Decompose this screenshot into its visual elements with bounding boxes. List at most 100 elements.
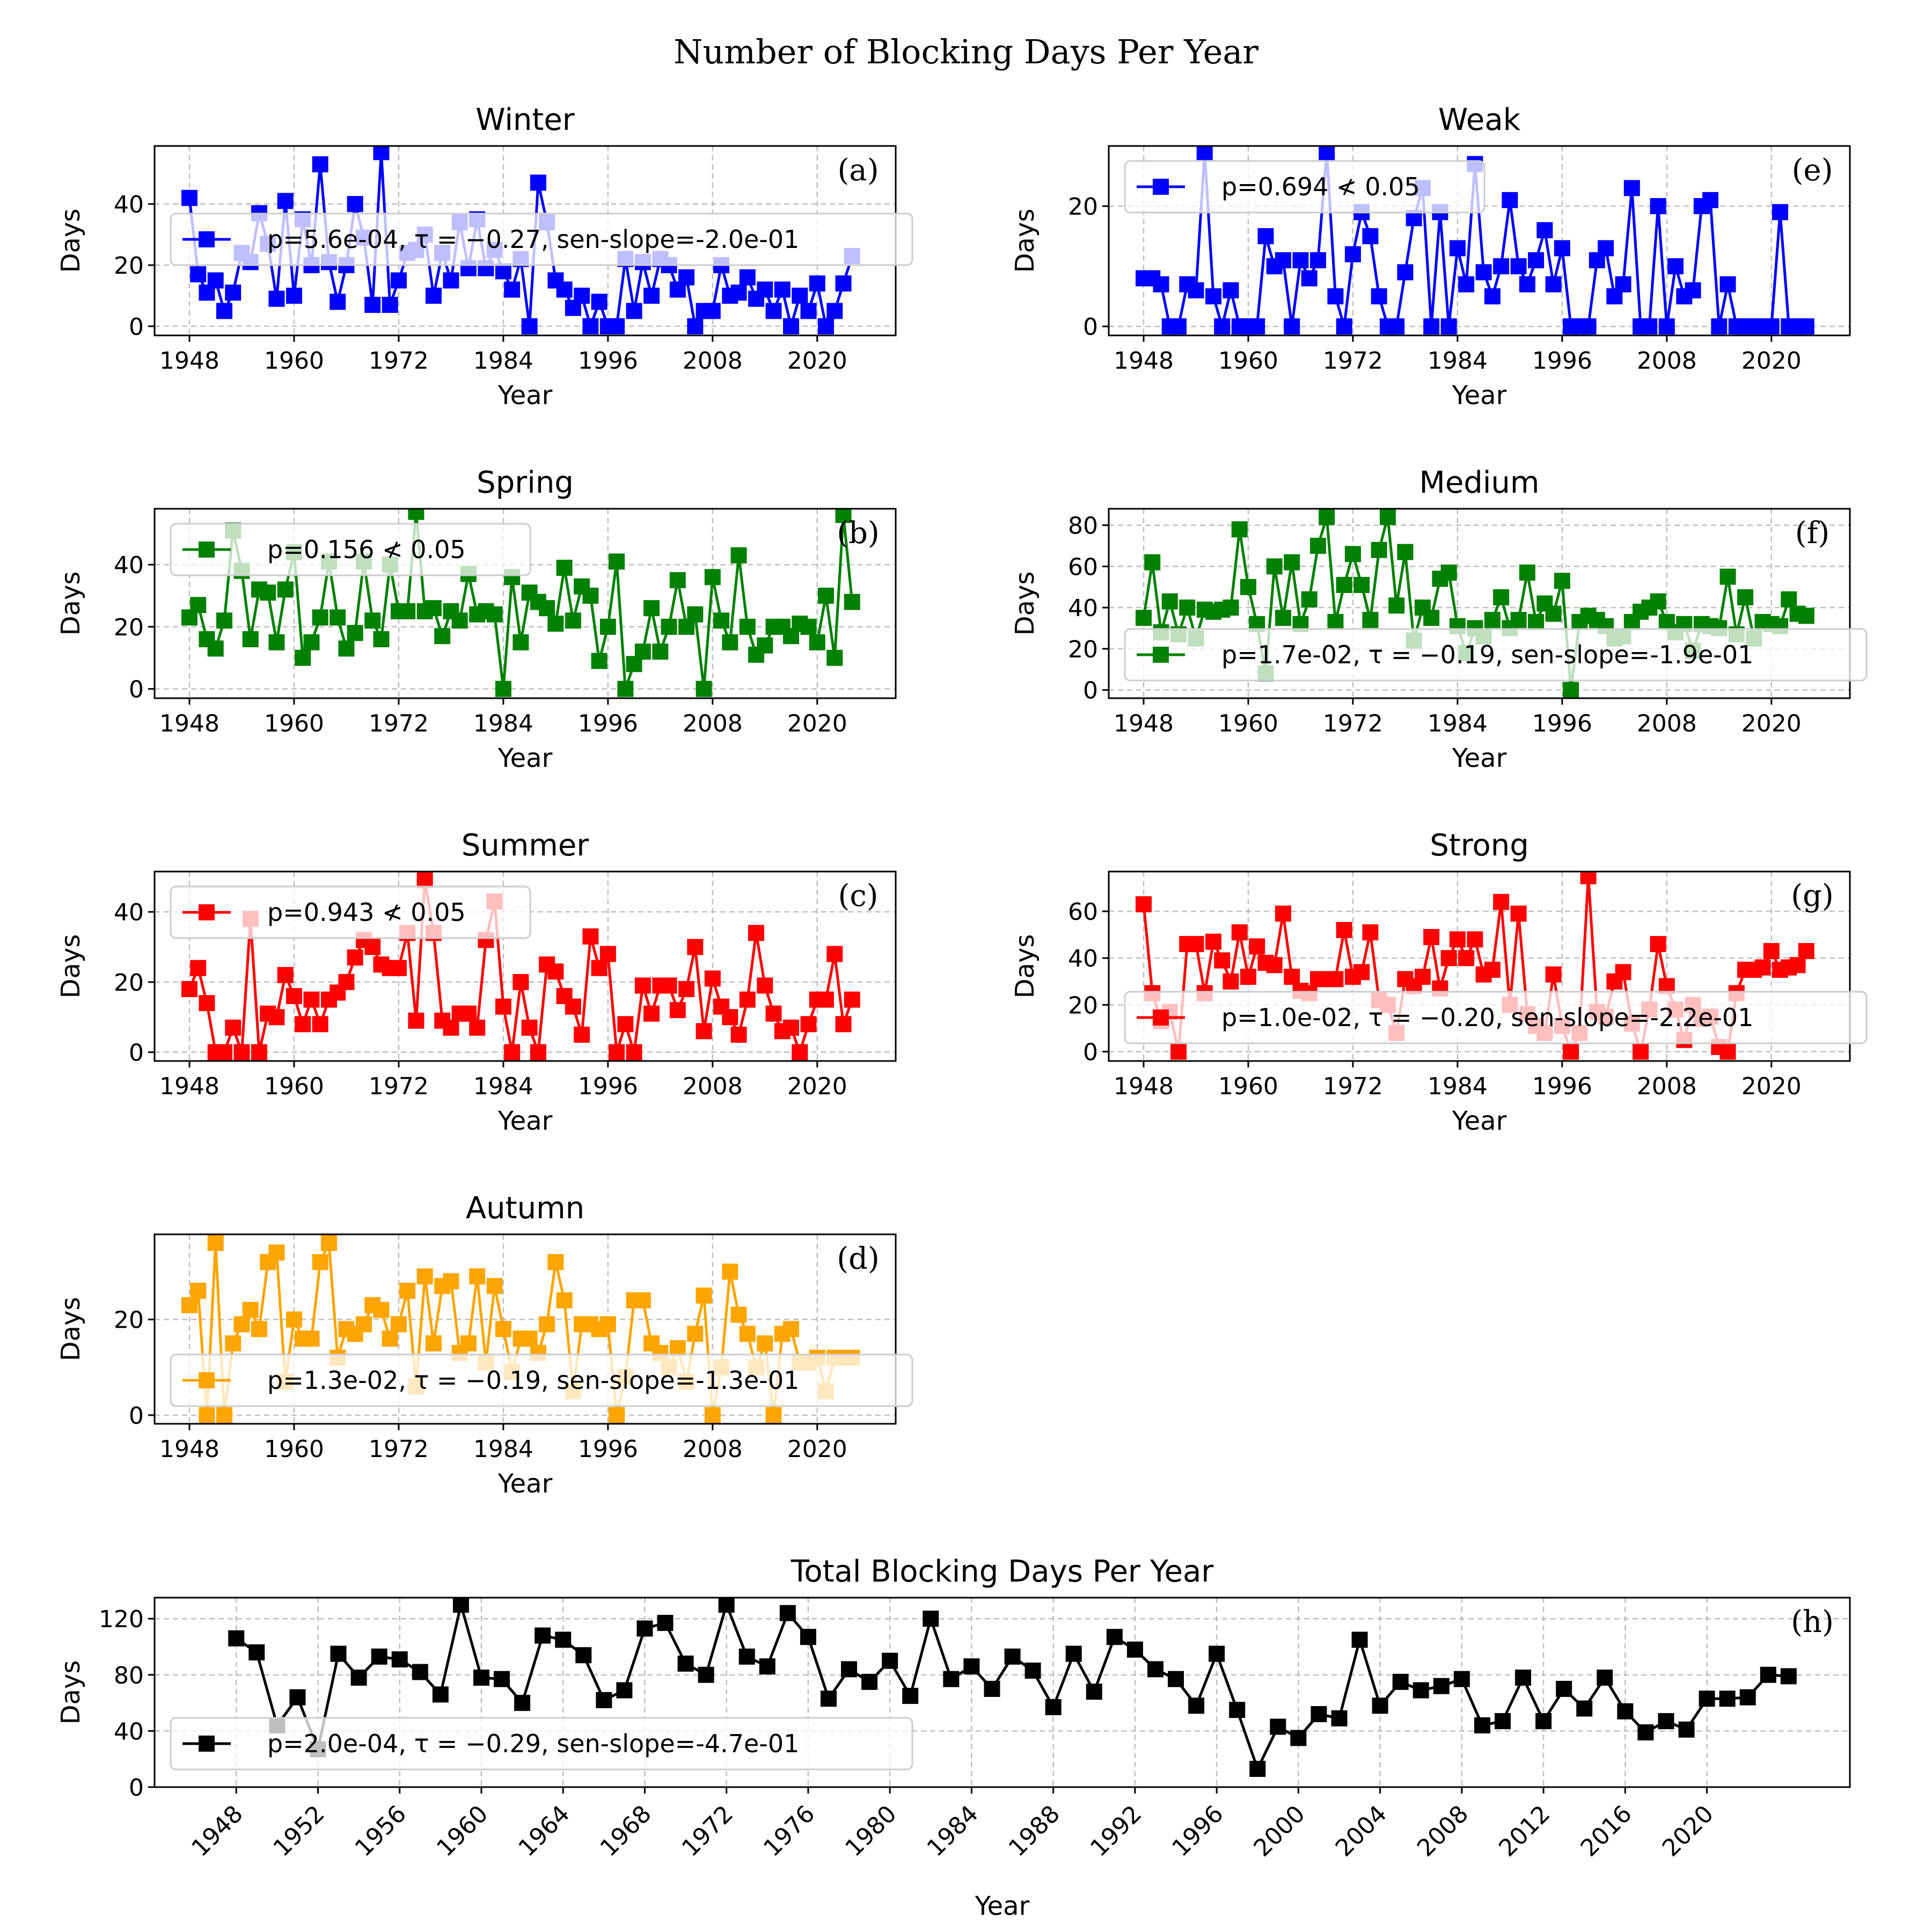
- data-point: [1658, 318, 1675, 335]
- legend-marker: [199, 1736, 215, 1752]
- data-point: [452, 1598, 469, 1613]
- data-point: [190, 266, 207, 283]
- data-point: [443, 272, 459, 289]
- legend-text: p=0.694 ≮ 0.05: [1221, 172, 1420, 201]
- data-point: [1249, 318, 1265, 335]
- y-tick-label: 20: [114, 969, 144, 997]
- data-point: [1205, 933, 1221, 950]
- x-tick-label: 2012: [1494, 1800, 1555, 1862]
- data-point: [739, 991, 756, 1008]
- data-point: [844, 594, 860, 610]
- data-point: [661, 977, 677, 994]
- data-point: [765, 1005, 782, 1022]
- data-point: [338, 640, 355, 657]
- data-point: [704, 1407, 721, 1423]
- data-point: [902, 1688, 919, 1704]
- data-point: [582, 588, 599, 604]
- x-tick-label: 1964: [513, 1800, 575, 1862]
- panel-title: Weak: [1438, 103, 1521, 137]
- data-point: [596, 1692, 612, 1708]
- x-tick-label: 1972: [1323, 710, 1383, 737]
- data-point: [1615, 964, 1631, 980]
- data-point: [582, 928, 599, 945]
- data-point: [1371, 541, 1387, 558]
- x-tick-label: 1952: [268, 1800, 330, 1862]
- x-axis-label: Year: [497, 1469, 553, 1499]
- data-point: [1519, 564, 1535, 581]
- data-point: [371, 1648, 387, 1665]
- legend-box: [1124, 628, 1868, 682]
- data-point: [1475, 264, 1492, 281]
- data-point: [547, 1254, 564, 1270]
- data-point: [652, 643, 669, 660]
- data-point: [1266, 558, 1283, 575]
- x-tick-label: 1988: [1004, 1800, 1065, 1862]
- data-point: [495, 680, 511, 697]
- data-point: [1458, 276, 1475, 292]
- data-point: [759, 1658, 775, 1675]
- data-point: [565, 612, 581, 629]
- data-point: [1351, 1631, 1368, 1648]
- data-point: [1301, 591, 1318, 608]
- data-point: [1147, 1661, 1163, 1678]
- data-point: [556, 1292, 573, 1309]
- data-point: [800, 1629, 816, 1645]
- legend: p=0.156 ≮ 0.05: [170, 523, 531, 576]
- data-point: [1240, 579, 1256, 595]
- data-point: [207, 1235, 224, 1252]
- data-point: [1275, 905, 1291, 922]
- data-point: [1760, 1666, 1776, 1683]
- data-point: [1615, 276, 1631, 292]
- legend: p=1.0e-02, τ = −0.20, sen-slope=-2.2e-01: [1124, 991, 1868, 1044]
- data-point: [748, 925, 765, 941]
- x-tick-label: 1948: [1114, 710, 1174, 737]
- data-point: [338, 974, 355, 990]
- data-point: [1344, 546, 1361, 562]
- data-point: [1362, 228, 1379, 245]
- y-axis-label: Days: [56, 209, 86, 273]
- x-axis-label: Year: [497, 743, 553, 773]
- panel-label: (g): [1791, 879, 1834, 913]
- data-point: [443, 1019, 459, 1036]
- data-point: [1331, 1710, 1348, 1726]
- data-point: [530, 1044, 546, 1060]
- axes-frame: [153, 1597, 1851, 1788]
- x-tick-label: 2020: [787, 1436, 847, 1463]
- data-point: [1650, 198, 1666, 215]
- data-point: [228, 1630, 245, 1646]
- data-point: [626, 1044, 642, 1060]
- x-tick-label: 1948: [1114, 1073, 1174, 1100]
- y-tick-label: 60: [1068, 898, 1098, 926]
- legend-marker: [199, 1372, 215, 1388]
- legend-marker: [199, 904, 215, 920]
- y-tick-label: 0: [129, 313, 144, 341]
- data-point: [486, 1278, 503, 1294]
- data-point: [757, 637, 773, 654]
- data-point: [190, 1283, 207, 1299]
- data-point: [800, 618, 817, 635]
- data-point: [1126, 1641, 1143, 1658]
- data-point: [1474, 1717, 1490, 1733]
- data-point: [826, 649, 843, 666]
- data-point: [1781, 591, 1797, 608]
- data-point: [643, 600, 660, 617]
- legend-marker: [199, 541, 215, 558]
- x-tick-label: 1948: [159, 1073, 219, 1100]
- data-point: [521, 1019, 538, 1036]
- y-axis-label: Days: [1010, 934, 1040, 999]
- data-point: [1685, 282, 1701, 298]
- panel-title: Summer: [462, 828, 590, 863]
- data-point: [1423, 318, 1440, 335]
- data-point: [1024, 1662, 1041, 1679]
- legend-text: p=2.0e-04, τ = −0.29, sen-slope=-4.7e-01: [267, 1729, 799, 1758]
- data-point: [1641, 318, 1658, 335]
- data-point: [1493, 589, 1510, 605]
- x-tick-label: 1960: [1218, 347, 1278, 375]
- data-point: [320, 1235, 337, 1252]
- data-point: [963, 1658, 980, 1675]
- x-tick-label: 1976: [758, 1800, 820, 1862]
- data-point: [1327, 614, 1344, 631]
- x-tick-label: 1980: [840, 1800, 902, 1862]
- data-point: [591, 294, 608, 310]
- x-tick-label: 1996: [578, 1073, 638, 1100]
